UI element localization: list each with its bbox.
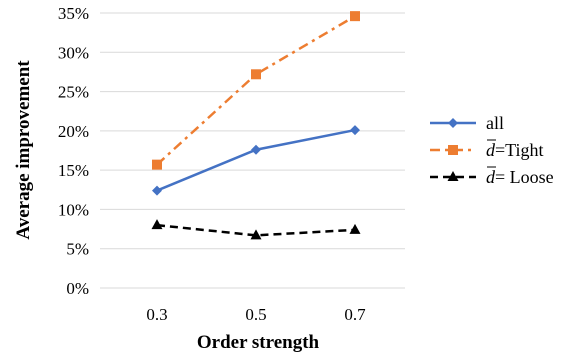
- data-point: [152, 185, 162, 196]
- legend-item: d=Tight: [430, 139, 544, 160]
- legend-label: d= Loose: [486, 167, 554, 187]
- data-point: [152, 159, 162, 170]
- legend-marker: [447, 171, 459, 181]
- data-point: [251, 144, 261, 155]
- y-tick-label: 20%: [58, 122, 89, 141]
- legend-label: d=Tight: [486, 140, 544, 160]
- y-tick-label: 5%: [66, 240, 89, 259]
- legend-symbol: d: [486, 167, 496, 187]
- legend-item: d= Loose: [430, 166, 554, 187]
- x-tick-label: 0.3: [146, 305, 167, 324]
- y-tick-label: 15%: [58, 161, 89, 180]
- y-axis-title: Average improvement: [13, 60, 34, 240]
- data-point: [349, 223, 361, 234]
- series-line: [156, 223, 356, 237]
- data-point: [250, 229, 262, 240]
- y-tick-label: 0%: [66, 279, 89, 298]
- legend-text: = Loose: [495, 167, 554, 187]
- legend-text: =Tight: [495, 140, 544, 160]
- legend-symbol: d: [486, 140, 496, 160]
- legend-marker: [448, 145, 458, 155]
- x-axis-title: Order strength: [197, 332, 320, 353]
- y-tick-label: 30%: [58, 43, 89, 62]
- x-tick-label: 0.5: [245, 305, 266, 324]
- series-all: [152, 125, 360, 196]
- series-tight: [152, 11, 360, 170]
- x-tick-label: 0.7: [344, 305, 366, 324]
- data-point: [350, 11, 360, 22]
- y-tick-label: 35%: [58, 4, 89, 23]
- legend-item: all: [430, 113, 504, 133]
- series-line: [156, 15, 356, 166]
- legend-label: all: [486, 113, 504, 133]
- data-point: [251, 69, 261, 80]
- data-point: [151, 219, 163, 230]
- gridlines: [100, 12, 405, 250]
- series-loose: [151, 219, 361, 240]
- y-tick-labels: 0% 5% 10% 15% 20% 25% 30% 35%: [58, 4, 89, 298]
- series-group: [151, 11, 361, 240]
- y-tick-label: 25%: [58, 83, 89, 102]
- x-tick-labels: 0.3 0.5 0.7: [146, 305, 366, 324]
- y-tick-label: 10%: [58, 200, 89, 219]
- legend-marker: [448, 118, 458, 128]
- data-point: [350, 125, 360, 136]
